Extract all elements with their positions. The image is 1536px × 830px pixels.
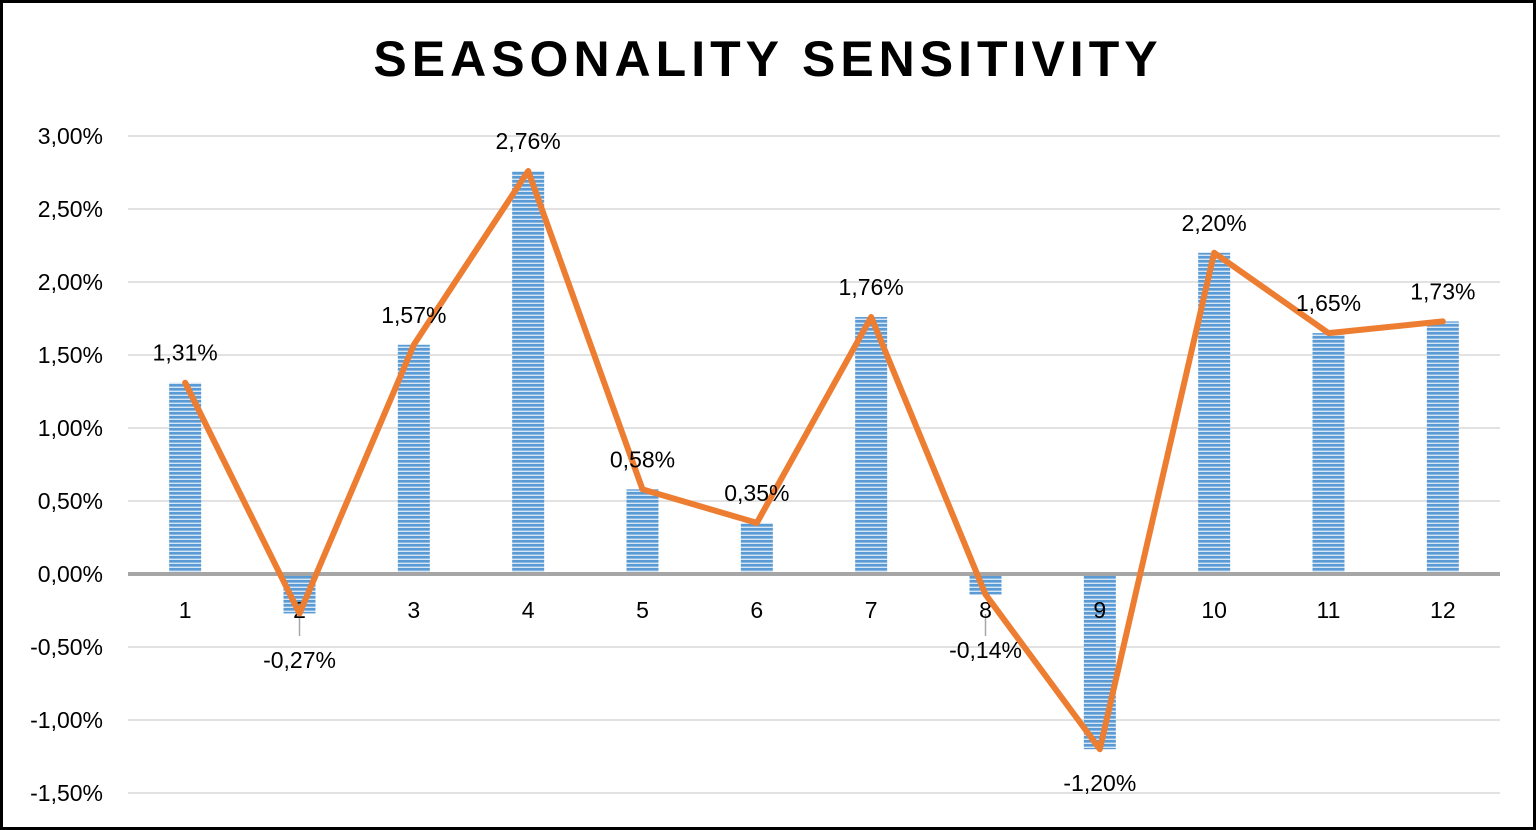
y-tick-label: 0,00%: [38, 561, 103, 587]
y-tick-label: 1,50%: [38, 342, 103, 368]
y-tick-label: 2,50%: [38, 196, 103, 222]
x-tick-label: 1: [179, 597, 192, 623]
data-label: 1,31%: [153, 340, 218, 366]
data-label: 2,76%: [496, 128, 561, 154]
x-tick-label: 9: [1093, 597, 1106, 623]
line-point: [1440, 319, 1445, 324]
y-tick-label: 0,50%: [38, 488, 103, 514]
x-tick-label: 4: [522, 597, 535, 623]
y-tick-label: 3,00%: [38, 123, 103, 149]
line-point: [640, 487, 645, 492]
bar: [1312, 333, 1345, 574]
data-label: 1,57%: [381, 302, 446, 328]
data-label: 1,76%: [839, 274, 904, 300]
series-line: [182, 168, 1446, 753]
line-point: [869, 315, 874, 320]
x-tick-label: 6: [750, 597, 763, 623]
bar: [1426, 321, 1459, 574]
bar: [855, 317, 888, 574]
data-label: -0,27%: [263, 647, 336, 673]
x-tick-label: 3: [407, 597, 420, 623]
data-label: 2,20%: [1182, 210, 1247, 236]
line-point: [1212, 250, 1217, 255]
bar: [169, 382, 202, 574]
data-label: 1,73%: [1410, 278, 1475, 304]
y-tick-label: -0,50%: [30, 634, 103, 660]
line-point: [1326, 331, 1331, 336]
line-point: [754, 520, 759, 525]
x-tick-label: 5: [636, 597, 649, 623]
chart-title: SEASONALITY SENSITIVITY: [373, 31, 1163, 87]
x-tick-label: 12: [1430, 597, 1456, 623]
data-label: 1,65%: [1296, 290, 1361, 316]
y-tick-label: 2,00%: [38, 269, 103, 295]
bar: [397, 344, 430, 574]
bar: [740, 522, 773, 574]
line-point: [526, 169, 531, 174]
x-tick-label: 10: [1201, 597, 1227, 623]
data-label: 0,35%: [724, 480, 789, 506]
y-tick-label: 1,00%: [38, 415, 103, 441]
data-label: -0,14%: [949, 637, 1022, 663]
x-tick-label: 7: [865, 597, 878, 623]
y-tick-label: -1,50%: [30, 780, 103, 806]
bar: [1083, 574, 1116, 750]
line-point: [983, 592, 988, 597]
x-tick-label: 11: [1317, 597, 1341, 623]
line-point: [183, 380, 188, 385]
line-point: [1097, 747, 1102, 752]
data-label: 0,58%: [610, 446, 675, 472]
bar: [626, 489, 659, 574]
line-point: [297, 611, 302, 616]
data-label: -1,20%: [1063, 770, 1136, 796]
bar: [512, 171, 545, 575]
y-tick-label: -1,00%: [30, 707, 103, 733]
line-point: [411, 342, 416, 347]
